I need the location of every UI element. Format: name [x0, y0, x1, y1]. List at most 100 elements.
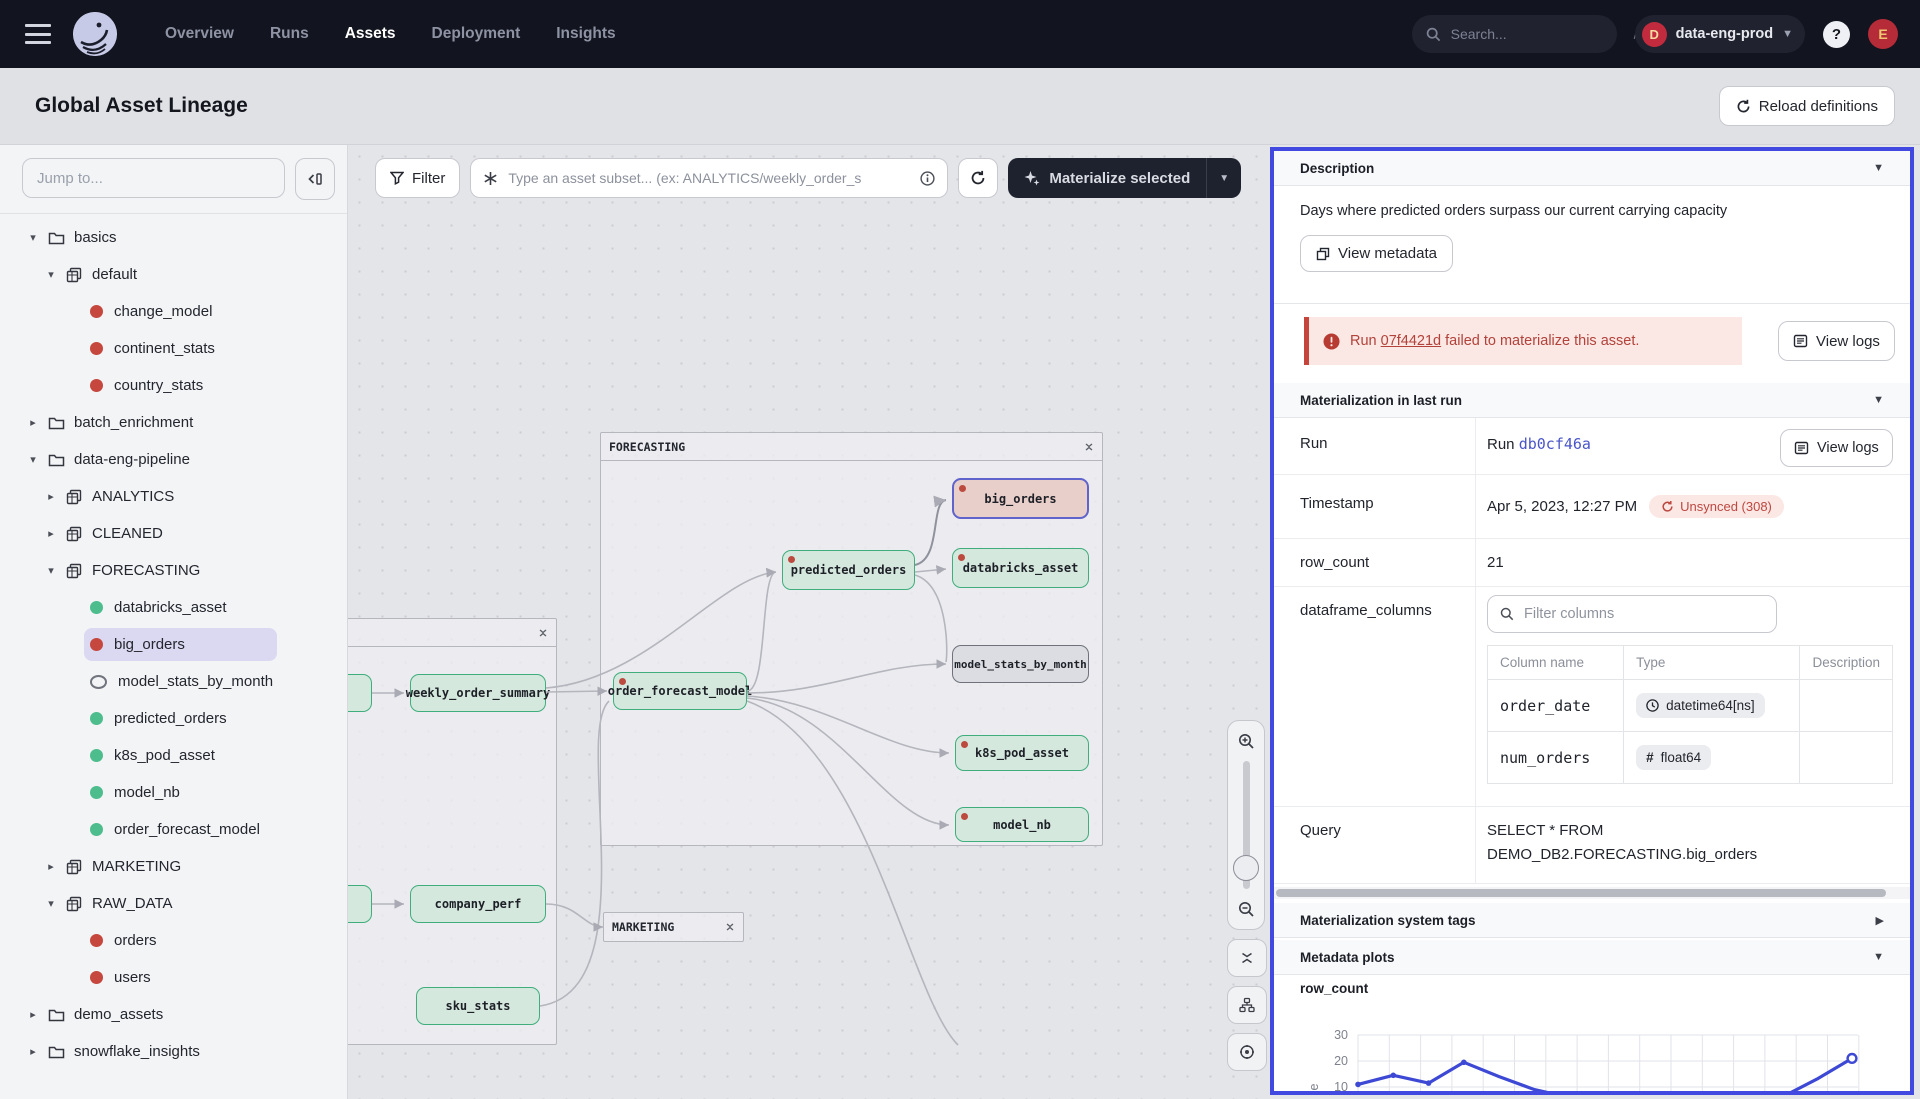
sidebar-item-model-stats-by-month[interactable]: model_stats_by_month	[0, 663, 347, 700]
run-label: Run	[1300, 435, 1328, 452]
info-icon[interactable]	[920, 171, 935, 186]
sidebar-item-default[interactable]: ▾default	[0, 256, 347, 293]
sidebar-item-databricks-asset[interactable]: databricks_asset	[0, 589, 347, 626]
caret-down-icon[interactable]: ▾	[44, 564, 58, 577]
sidebar-item-big-orders[interactable]: big_orders	[0, 626, 347, 663]
collapse-sidebar-button[interactable]	[295, 158, 335, 200]
caret-down-icon[interactable]: ▾	[26, 231, 40, 244]
search-input[interactable]	[1449, 25, 1634, 43]
nav-link-assets[interactable]: Assets	[345, 25, 396, 43]
jump-to-input[interactable]	[22, 158, 285, 198]
sidebar-item-data-eng-pipeline[interactable]: ▾data-eng-pipeline	[0, 441, 347, 478]
sidebar-item-predicted-orders[interactable]: predicted_orders	[0, 700, 347, 737]
caret-right-icon[interactable]: ▸	[26, 416, 40, 429]
section-materialization-system-tags[interactable]: Materialization system tags ▶	[1274, 903, 1910, 938]
nav-links: Overview Runs Assets Deployment Insights	[165, 25, 616, 43]
sidebar-item-k8s-pod-asset[interactable]: k8s_pod_asset	[0, 737, 347, 774]
sidebar-item-demo-assets[interactable]: ▸demo_assets	[0, 996, 347, 1033]
layout-graph-button[interactable]	[1227, 986, 1267, 1024]
asset-status-failed-icon	[90, 379, 103, 392]
caret-down-icon[interactable]: ▾	[44, 897, 58, 910]
materialize-selected-button[interactable]: Materialize selected ▼	[1008, 158, 1241, 198]
horizontal-scrollbar[interactable]	[1274, 887, 1910, 899]
nav-link-insights[interactable]: Insights	[556, 25, 615, 43]
zoom-out-button[interactable]	[1230, 893, 1262, 925]
svg-text:30: 30	[1334, 1028, 1348, 1042]
sidebar-item-analytics[interactable]: ▸ANALYTICS	[0, 478, 347, 515]
line-chart: 102030Value	[1302, 993, 1894, 1095]
scrollbar-thumb[interactable]	[1276, 889, 1886, 897]
help-button[interactable]: ?	[1823, 21, 1850, 48]
section-description[interactable]: Description ▼	[1274, 151, 1910, 186]
caret-down-icon[interactable]: ▾	[26, 453, 40, 466]
hash-icon: #	[1646, 750, 1654, 765]
zoom-slider[interactable]	[1243, 761, 1250, 889]
query-label: Query	[1300, 822, 1341, 839]
asset-subset-input[interactable]	[506, 169, 912, 187]
failed-run-link[interactable]: 07f4421d	[1381, 333, 1441, 349]
divider	[1274, 303, 1910, 304]
graph-toolbar: Filter Materialize selected ▼	[375, 158, 1241, 198]
caret-right-icon[interactable]: ▸	[26, 1008, 40, 1021]
funnel-icon	[390, 171, 404, 185]
view-logs-button[interactable]: View logs	[1778, 321, 1895, 361]
filter-columns-field[interactable]	[1487, 595, 1777, 633]
sidebar-toolbar	[0, 145, 347, 214]
caret-down-icon[interactable]: ▾	[44, 268, 58, 281]
caret-right-icon[interactable]: ▸	[44, 490, 58, 503]
reload-definitions-button[interactable]: Reload definitions	[1719, 86, 1895, 126]
caret-right-icon[interactable]: ▸	[44, 527, 58, 540]
chevron-down-icon: ▼	[1782, 28, 1793, 40]
asset-status-materialized-icon	[90, 712, 103, 725]
user-avatar[interactable]: E	[1868, 19, 1898, 49]
sidebar-item-continent-stats[interactable]: continent_stats	[0, 330, 347, 367]
section-materialization-last-run[interactable]: Materialization in last run ▼	[1274, 383, 1910, 418]
sidebar-item-model-nb[interactable]: model_nb	[0, 774, 347, 811]
workspace-switcher[interactable]: D data-eng-prod ▼	[1635, 15, 1805, 53]
sidebar-item-snowflake-insights[interactable]: ▸snowflake_insights	[0, 1033, 347, 1070]
sidebar-item-cleaned[interactable]: ▸CLEANED	[0, 515, 347, 552]
sidebar-item-orders[interactable]: orders	[0, 922, 347, 959]
unsynced-badge: Unsynced (308)	[1649, 495, 1784, 518]
asset-status-failed-icon	[90, 971, 103, 984]
sidebar-item-order-forecast-model[interactable]: order_forecast_model	[0, 811, 347, 848]
sidebar-item-change-model[interactable]: change_model	[0, 293, 347, 330]
sidebar-item-forecasting[interactable]: ▾FORECASTING	[0, 552, 347, 589]
caret-right-icon[interactable]: ▸	[44, 860, 58, 873]
zoom-slider-handle[interactable]	[1233, 855, 1259, 881]
view-metadata-button[interactable]: View metadata	[1300, 235, 1453, 272]
sidebar-item-marketing[interactable]: ▸MARKETING	[0, 848, 347, 885]
recenter-button[interactable]	[1227, 1033, 1267, 1071]
collapse-all-groups-button[interactable]	[1227, 939, 1267, 977]
canvas-controls	[1227, 720, 1265, 1071]
run-id-link[interactable]: db0cf46a	[1519, 435, 1591, 453]
view-logs-button[interactable]: View logs	[1780, 429, 1893, 467]
dagster-logo-icon[interactable]	[73, 12, 117, 56]
sync-icon	[1661, 500, 1674, 513]
sidebar-item-users[interactable]: users	[0, 959, 347, 996]
chevron-down-icon: ▼	[1873, 162, 1884, 174]
sidebar-item-basics[interactable]: ▾basics	[0, 219, 347, 256]
filter-columns-input[interactable]	[1522, 605, 1764, 623]
caret-right-icon[interactable]: ▸	[26, 1045, 40, 1058]
section-metadata-plots[interactable]: Metadata plots ▼	[1274, 940, 1910, 975]
folder-icon	[48, 452, 66, 468]
zoom-in-button[interactable]	[1230, 725, 1262, 757]
lineage-canvas[interactable]: FORECASTING MARKETING weekly_order_summa…	[348, 145, 1270, 1099]
sidebar-item-batch-enrichment[interactable]: ▸batch_enrichment	[0, 404, 347, 441]
asset-subset-field[interactable]	[470, 158, 948, 198]
sidebar-item-raw-data[interactable]: ▾RAW_DATA	[0, 885, 347, 922]
timestamp-label: Timestamp	[1300, 495, 1374, 512]
filter-button[interactable]: Filter	[375, 158, 460, 198]
sidebar-item-country-stats[interactable]: country_stats	[0, 367, 347, 404]
nav-link-deployment[interactable]: Deployment	[432, 25, 521, 43]
refresh-graph-button[interactable]	[958, 158, 998, 198]
nav-link-runs[interactable]: Runs	[270, 25, 309, 43]
svg-text:20: 20	[1334, 1054, 1348, 1068]
menu-icon[interactable]	[25, 24, 51, 44]
chevron-down-icon: ▼	[1873, 951, 1884, 963]
global-search[interactable]: /	[1412, 15, 1617, 53]
chevron-right-icon: ▶	[1876, 914, 1884, 927]
materialize-options-dropdown[interactable]: ▼	[1206, 158, 1241, 198]
nav-link-overview[interactable]: Overview	[165, 25, 234, 43]
